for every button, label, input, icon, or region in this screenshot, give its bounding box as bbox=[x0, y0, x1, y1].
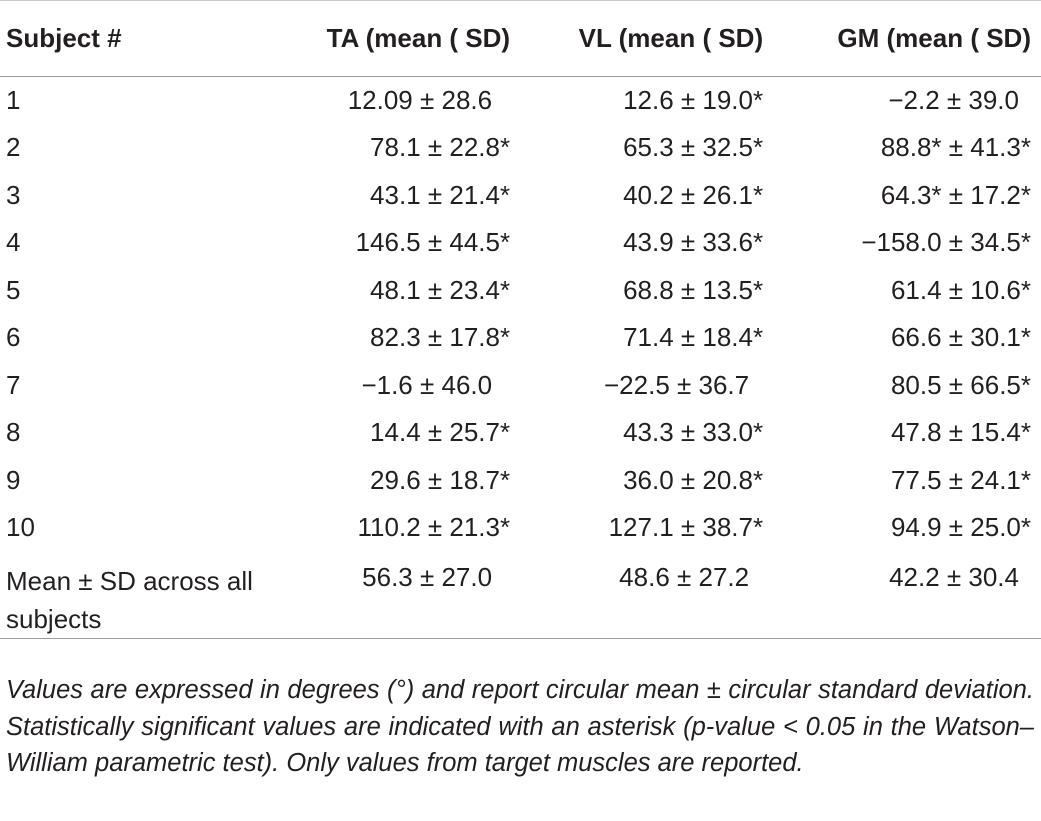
cell-ta-value: 12.09 ± 28.6 bbox=[347, 85, 493, 115]
cell-vl-value: −22.5 ± 36.7 bbox=[604, 369, 750, 400]
cell-gm-value: 77.5 ± 24.1* bbox=[890, 464, 1031, 495]
cell-vl-value: 71.4 ± 18.4* bbox=[623, 322, 764, 353]
cell-gm: −2.2 ± 39.0 bbox=[763, 77, 1041, 125]
header-ta: TA (mean ( SD) bbox=[286, 0, 511, 77]
header-gm: GM (mean ( SD) bbox=[763, 0, 1041, 77]
cell-ta: 56.3 ± 27.0 bbox=[286, 551, 511, 639]
cell-ta: 48.1 ± 23.4* bbox=[286, 267, 510, 315]
results-table: Subject # TA (mean ( SD) VL (mean ( SD) … bbox=[0, 0, 1041, 639]
cell-subject: 6 bbox=[6, 322, 21, 353]
table-row: 4 146.5 ± 44.5* 43.9 ± 33.6* −158.0 ± 34… bbox=[0, 219, 1041, 267]
header-row: Subject # TA (mean ( SD) VL (mean ( SD) … bbox=[0, 0, 1041, 77]
cell-subject: 2 bbox=[6, 132, 21, 163]
cell-ta: 29.6 ± 18.7* bbox=[286, 457, 510, 505]
table-row: 1 12.09 ± 28.6 12.6 ± 19.0* −2.2 ± 39.0 bbox=[0, 77, 1041, 125]
cell-vl: 36.0 ± 20.8* bbox=[510, 457, 763, 505]
cell-vl-value: 127.1 ± 38.7* bbox=[608, 512, 764, 543]
cell-vl-value: 36.0 ± 20.8* bbox=[623, 464, 764, 495]
cell-vl-value: 12.6 ± 19.0* bbox=[623, 85, 764, 115]
cell-gm-value: −158.0 ± 34.5* bbox=[861, 227, 1031, 258]
cell-gm-value: 64.3* ± 17.2* bbox=[880, 179, 1031, 210]
table-footnote: Values are expressed in degrees (°) and … bbox=[6, 676, 1034, 777]
cell-gm: 77.5 ± 24.1* bbox=[763, 457, 1041, 505]
table-row: 8 14.4 ± 25.7* 43.3 ± 33.0* 47.8 ± 15.4* bbox=[0, 409, 1041, 457]
cell-vl: 68.8 ± 13.5* bbox=[510, 267, 763, 315]
cell-ta: 146.5 ± 44.5* bbox=[286, 219, 511, 267]
cell-gm: 64.3* ± 17.2* bbox=[763, 172, 1041, 220]
cell-vl: −22.5 ± 36.7 bbox=[510, 362, 763, 410]
cell-gm: 42.2 ± 30.4 bbox=[763, 551, 1041, 639]
cell-ta: −1.6 ± 46.0 bbox=[286, 362, 510, 410]
cell-gm-value: 66.6 ± 30.1* bbox=[890, 322, 1031, 353]
cell-ta: 43.1 ± 21.4* bbox=[286, 172, 510, 220]
cell-ta: 82.3 ± 17.8* bbox=[286, 314, 510, 362]
cell-vl-value: 43.9 ± 33.6* bbox=[623, 227, 764, 258]
cell-subject: 4 bbox=[6, 227, 21, 258]
cell-vl: 48.6 ± 27.2 bbox=[510, 551, 764, 639]
cell-ta: 110.2 ± 21.3* bbox=[286, 504, 511, 552]
cell-subject: 3 bbox=[6, 179, 21, 210]
cell-vl: 71.4 ± 18.4* bbox=[510, 314, 763, 362]
cell-ta-value: 82.3 ± 17.8* bbox=[370, 322, 511, 353]
cell-subject: 10 bbox=[6, 512, 35, 543]
cell-vl-value: 68.8 ± 13.5* bbox=[623, 274, 764, 305]
cell-vl: 12.6 ± 19.0* bbox=[510, 77, 763, 125]
cell-gm: 94.9 ± 25.0* bbox=[763, 504, 1041, 552]
cell-ta-value: 146.5 ± 44.5* bbox=[355, 227, 511, 258]
table-row: 2 78.1 ± 22.8* 65.3 ± 32.5* 88.8* ± 41.3… bbox=[0, 124, 1041, 172]
table-row: 7 −1.6 ± 46.0 −22.5 ± 36.7 80.5 ± 66.5* bbox=[0, 362, 1041, 410]
cell-subject: 9 bbox=[6, 464, 21, 495]
cell-vl-value: 40.2 ± 26.1* bbox=[623, 179, 764, 210]
cell-subject: 7 bbox=[6, 369, 21, 400]
cell-gm: 61.4 ± 10.6* bbox=[763, 267, 1041, 315]
table-body: 1 12.09 ± 28.6 12.6 ± 19.0* −2.2 ± 39.0 … bbox=[0, 77, 1041, 639]
cell-gm: 66.6 ± 30.1* bbox=[763, 314, 1041, 362]
table-row: 10 110.2 ± 21.3* 127.1 ± 38.7* 94.9 ± 25… bbox=[0, 504, 1041, 552]
table-row-summary: Mean ± SD across all subjects 56.3 ± 27.… bbox=[0, 551, 1041, 639]
header-subject: Subject # bbox=[0, 0, 287, 77]
table-row: 6 82.3 ± 17.8* 71.4 ± 18.4* 66.6 ± 30.1* bbox=[0, 314, 1041, 362]
cell-vl: 43.9 ± 33.6* bbox=[510, 219, 763, 267]
cell-vl-value: 43.3 ± 33.0* bbox=[623, 417, 764, 448]
cell-ta: 12.09 ± 28.6 bbox=[286, 77, 510, 125]
cell-subject: 5 bbox=[6, 274, 21, 305]
cell-gm-value: −2.2 ± 39.0 bbox=[888, 85, 1019, 115]
cell-ta-value: 29.6 ± 18.7* bbox=[370, 464, 511, 495]
cell-ta-value: 110.2 ± 21.3* bbox=[357, 512, 511, 543]
cell-gm: 88.8* ± 41.3* bbox=[763, 124, 1041, 172]
cell-vl-value: 48.6 ± 27.2 bbox=[619, 561, 750, 592]
cell-ta-value: 56.3 ± 27.0 bbox=[362, 561, 493, 592]
cell-vl: 40.2 ± 26.1* bbox=[510, 172, 763, 220]
cell-gm: 80.5 ± 66.5* bbox=[763, 362, 1041, 410]
cell-vl: 43.3 ± 33.0* bbox=[510, 409, 763, 457]
cell-gm-value: 42.2 ± 30.4 bbox=[889, 561, 1019, 592]
table-row: 9 29.6 ± 18.7* 36.0 ± 20.8* 77.5 ± 24.1* bbox=[0, 457, 1041, 505]
cell-subject: 1 bbox=[6, 85, 21, 115]
cell-ta-value: −1.6 ± 46.0 bbox=[361, 369, 493, 400]
cell-vl: 127.1 ± 38.7* bbox=[510, 504, 764, 552]
cell-subject-summary: Mean ± SD across all subjects bbox=[0, 551, 287, 639]
cell-ta-value: 48.1 ± 23.4* bbox=[370, 274, 511, 305]
cell-vl: 65.3 ± 32.5* bbox=[510, 124, 763, 172]
table-header: Subject # TA (mean ( SD) VL (mean ( SD) … bbox=[0, 0, 1041, 77]
cell-ta: 14.4 ± 25.7* bbox=[286, 409, 510, 457]
cell-ta-value: 14.4 ± 25.7* bbox=[370, 417, 511, 448]
cell-gm-value: 94.9 ± 25.0* bbox=[890, 512, 1031, 543]
cell-gm-value: 47.8 ± 15.4* bbox=[890, 417, 1031, 448]
cell-gm-value: 80.5 ± 66.5* bbox=[890, 369, 1031, 400]
cell-ta-value: 78.1 ± 22.8* bbox=[370, 132, 511, 163]
header-vl: VL (mean ( SD) bbox=[510, 0, 764, 77]
table-row: 3 43.1 ± 21.4* 40.2 ± 26.1* 64.3* ± 17.2… bbox=[0, 172, 1041, 220]
cell-gm-value: 88.8* ± 41.3* bbox=[880, 132, 1031, 163]
cell-gm: 47.8 ± 15.4* bbox=[763, 409, 1041, 457]
table-row: 5 48.1 ± 23.4* 68.8 ± 13.5* 61.4 ± 10.6* bbox=[0, 267, 1041, 315]
cell-subject: 8 bbox=[6, 417, 21, 448]
cell-ta-value: 43.1 ± 21.4* bbox=[370, 179, 511, 210]
cell-gm: −158.0 ± 34.5* bbox=[763, 219, 1041, 267]
cell-gm-value: 61.4 ± 10.6* bbox=[890, 274, 1031, 305]
cell-vl-value: 65.3 ± 32.5* bbox=[623, 132, 764, 163]
cell-ta: 78.1 ± 22.8* bbox=[286, 124, 510, 172]
